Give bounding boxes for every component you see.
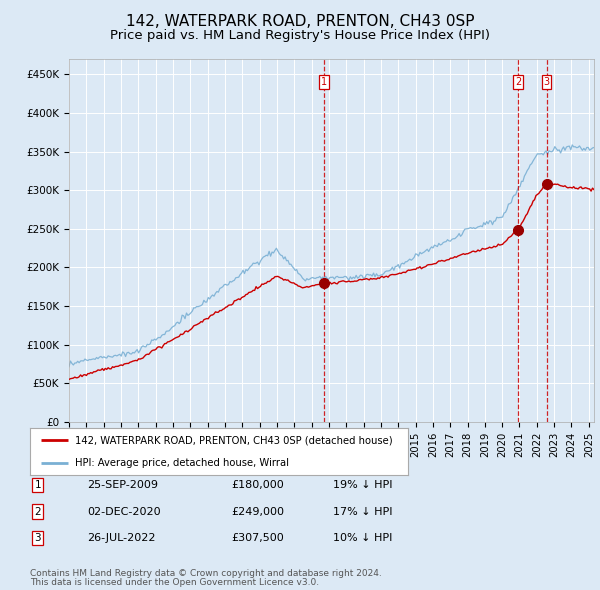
Text: 1: 1 — [321, 77, 327, 87]
Text: £249,000: £249,000 — [231, 507, 284, 516]
Text: 02-DEC-2020: 02-DEC-2020 — [87, 507, 161, 516]
Text: 3: 3 — [544, 77, 550, 87]
Text: 17% ↓ HPI: 17% ↓ HPI — [333, 507, 392, 516]
Text: £180,000: £180,000 — [231, 480, 284, 490]
Text: 142, WATERPARK ROAD, PRENTON, CH43 0SP: 142, WATERPARK ROAD, PRENTON, CH43 0SP — [126, 14, 474, 30]
Text: Contains HM Land Registry data © Crown copyright and database right 2024.: Contains HM Land Registry data © Crown c… — [30, 569, 382, 578]
Text: 10% ↓ HPI: 10% ↓ HPI — [333, 533, 392, 543]
Text: £307,500: £307,500 — [231, 533, 284, 543]
Text: 2: 2 — [34, 507, 41, 516]
Text: HPI: Average price, detached house, Wirral: HPI: Average price, detached house, Wirr… — [76, 458, 289, 468]
Text: Price paid vs. HM Land Registry's House Price Index (HPI): Price paid vs. HM Land Registry's House … — [110, 29, 490, 42]
Text: 26-JUL-2022: 26-JUL-2022 — [87, 533, 155, 543]
Text: 1: 1 — [34, 480, 41, 490]
Text: 19% ↓ HPI: 19% ↓ HPI — [333, 480, 392, 490]
Text: 142, WATERPARK ROAD, PRENTON, CH43 0SP (detached house): 142, WATERPARK ROAD, PRENTON, CH43 0SP (… — [76, 435, 393, 445]
Text: This data is licensed under the Open Government Licence v3.0.: This data is licensed under the Open Gov… — [30, 578, 319, 587]
Text: 25-SEP-2009: 25-SEP-2009 — [87, 480, 158, 490]
Text: 3: 3 — [34, 533, 41, 543]
Text: 2: 2 — [515, 77, 521, 87]
